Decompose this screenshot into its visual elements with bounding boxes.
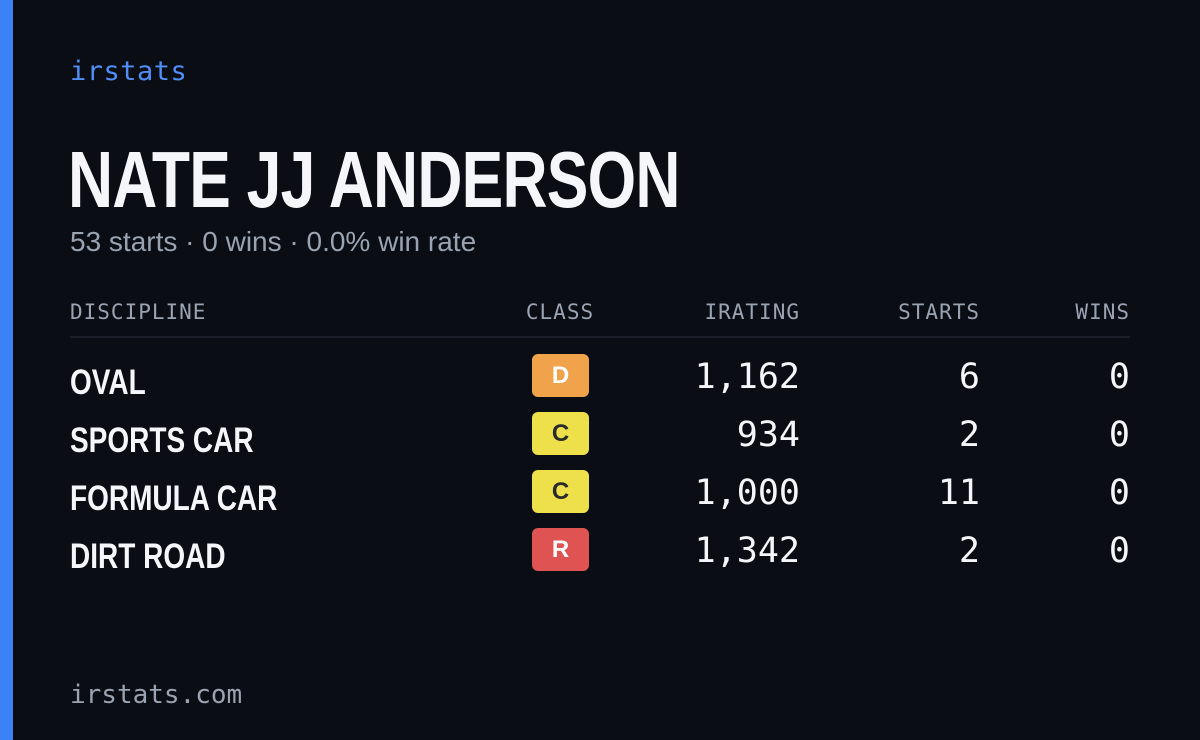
- wins-value: 0: [1108, 473, 1130, 513]
- discipline-name: SPORTS CAR: [70, 421, 254, 460]
- irating-value: 934: [736, 415, 800, 455]
- accent-bar: [0, 0, 13, 740]
- starts-value: 2: [958, 531, 980, 571]
- brand-logo-text: irstats: [70, 56, 188, 87]
- class-badge: R: [532, 528, 589, 571]
- starts-value: 6: [958, 357, 980, 397]
- discipline-name: DIRT ROAD: [70, 537, 226, 576]
- wins-value: 0: [1108, 531, 1130, 571]
- discipline-name: OVAL: [70, 363, 146, 402]
- header-class: CLASS: [525, 300, 595, 324]
- header-irating: IRATING: [704, 300, 800, 324]
- starts-value: 11: [937, 473, 980, 513]
- header-divider: [70, 336, 1130, 338]
- header-discipline: DISCIPLINE: [70, 300, 207, 324]
- header-starts: STARTS: [898, 300, 980, 324]
- table-row: FORMULA CAR C 1,000 11 0: [0, 470, 1200, 528]
- wins-value: 0: [1108, 357, 1130, 397]
- discipline-name: FORMULA CAR: [70, 479, 278, 518]
- class-badge: C: [532, 470, 589, 513]
- starts-value: 2: [958, 415, 980, 455]
- table-row: SPORTS CAR C 934 2 0: [0, 412, 1200, 470]
- table-row: DIRT ROAD R 1,342 2 0: [0, 528, 1200, 586]
- driver-summary: 53 starts · 0 wins · 0.0% win rate: [70, 226, 477, 257]
- table-row: OVAL D 1,162 6 0: [0, 354, 1200, 412]
- irating-value: 1,342: [694, 531, 800, 571]
- wins-value: 0: [1108, 415, 1130, 455]
- irating-value: 1,000: [694, 473, 800, 513]
- irating-value: 1,162: [694, 357, 800, 397]
- header-wins: WINS: [1075, 300, 1130, 324]
- footer-url: irstats.com: [70, 680, 243, 710]
- class-badge: C: [532, 412, 589, 455]
- class-badge: D: [532, 354, 589, 397]
- driver-name: NATE JJ ANDERSON: [68, 135, 680, 224]
